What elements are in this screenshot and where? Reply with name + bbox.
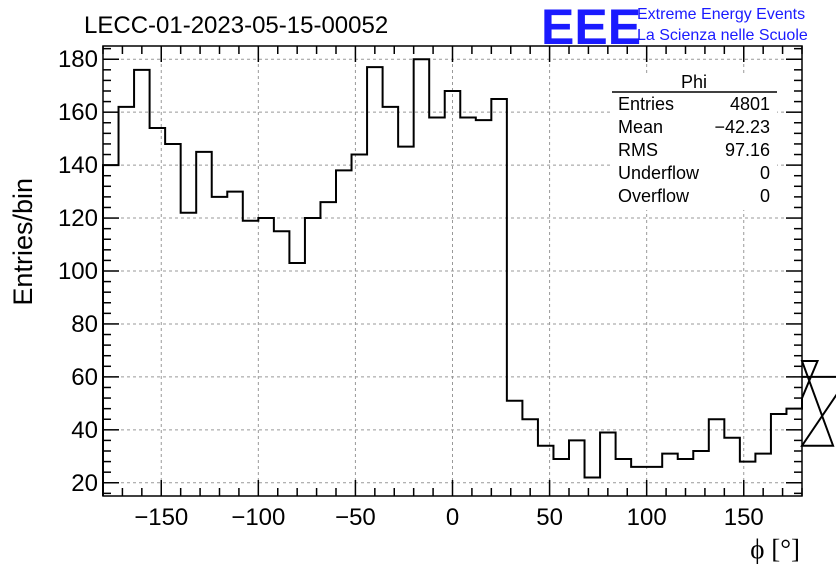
y-tick-label: 80 (71, 311, 98, 338)
stats-box: Phi Entries 4801 Mean −42.23 RMS 97.16 U… (612, 72, 777, 210)
stats-label-rms: RMS (618, 140, 658, 160)
y-tick-label: 120 (58, 205, 98, 232)
logo-line2: La Scienza nelle Scuole (637, 27, 808, 44)
stats-box-background (612, 74, 777, 210)
y-tick-label: 40 (71, 417, 98, 444)
stats-label-overflow: Overflow (618, 186, 690, 206)
y-tick-label: 140 (58, 152, 98, 179)
stats-label-entries: Entries (618, 94, 674, 114)
y-tick-label: 100 (58, 258, 98, 285)
stats-label-mean: Mean (618, 117, 663, 137)
stats-value-overflow: 0 (760, 186, 770, 206)
x-axis-label: ϕ [°] (750, 534, 800, 564)
x-tick-label: 0 (446, 504, 459, 531)
x-tick-label: −150 (134, 504, 188, 531)
x-tick-label: −100 (231, 504, 285, 531)
y-tick-label: 20 (71, 470, 98, 497)
stats-label-underflow: Underflow (618, 163, 700, 183)
x-tick-label: 100 (627, 504, 667, 531)
x-tick-label: 50 (536, 504, 563, 531)
logo-line1: Extreme Energy Events (637, 6, 805, 23)
x-tick-label: −50 (335, 504, 376, 531)
axis-tick-labels: −150 −100 −50 0 50 100 150 20 40 60 80 100 120 140 160… (58, 46, 764, 531)
eee-logo: EEE Extreme Energy Events La Scienza nel… (541, 0, 808, 55)
chart-title: LECC-01-2023-05-15-00052 (84, 12, 388, 39)
axis-ticks (102, 46, 803, 496)
stats-value-underflow: 0 (760, 163, 770, 183)
x-tick-label: 150 (724, 504, 764, 531)
stats-value-rms: 97.16 (725, 140, 770, 160)
stats-value-mean: −42.23 (714, 117, 770, 137)
y-tick-label: 180 (58, 46, 98, 73)
stats-title: Phi (681, 72, 707, 92)
y-tick-label: 60 (71, 364, 98, 391)
logo-mark: EEE (541, 0, 641, 55)
y-axis-label: Entries/bin (8, 178, 38, 306)
y-tick-label: 160 (58, 99, 98, 126)
stats-value-entries: 4801 (730, 94, 770, 114)
histogram-series (102, 58, 836, 496)
